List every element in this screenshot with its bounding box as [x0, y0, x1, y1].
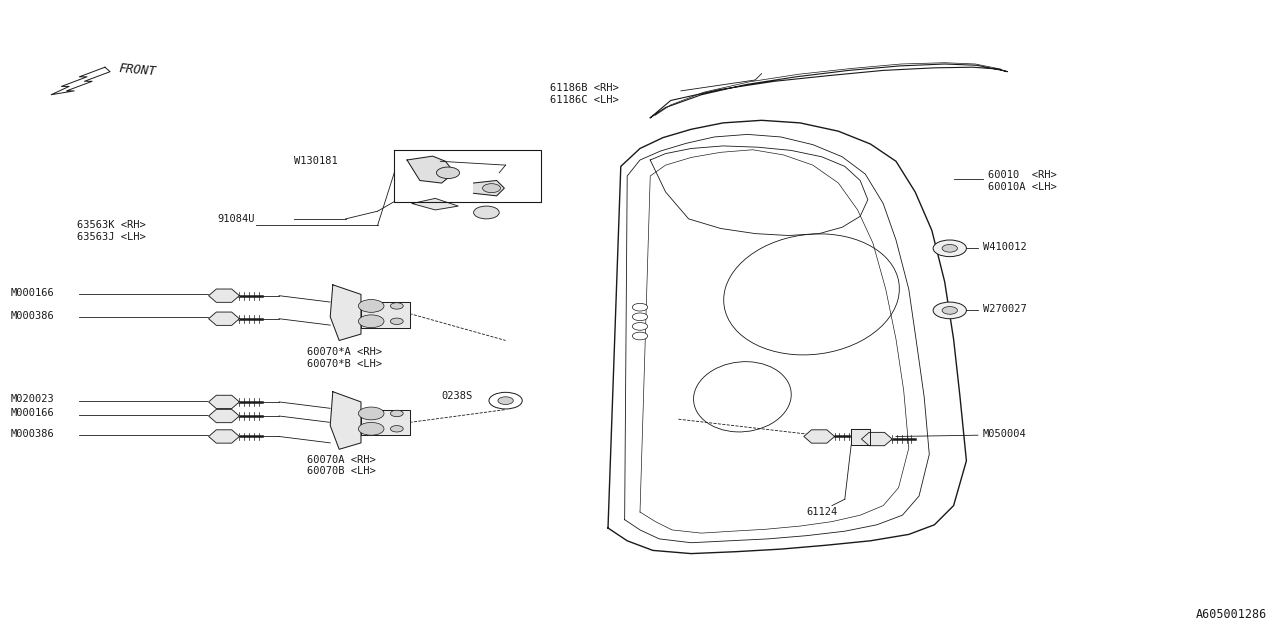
Text: W130181: W130181	[294, 156, 338, 166]
Text: W410012: W410012	[983, 242, 1027, 252]
Polygon shape	[474, 180, 504, 196]
Text: M000386: M000386	[10, 311, 54, 321]
Polygon shape	[209, 289, 239, 302]
Circle shape	[632, 303, 648, 311]
Polygon shape	[209, 410, 239, 422]
Text: A605001286: A605001286	[1196, 608, 1267, 621]
Circle shape	[390, 318, 403, 324]
Text: 61124: 61124	[806, 507, 837, 517]
Circle shape	[358, 422, 384, 435]
Polygon shape	[51, 67, 110, 95]
Text: 60070*B <LH>: 60070*B <LH>	[307, 358, 383, 369]
Circle shape	[632, 323, 648, 330]
Circle shape	[390, 303, 403, 309]
Circle shape	[358, 315, 384, 328]
Text: 60010A <LH>: 60010A <LH>	[988, 182, 1057, 192]
Text: W270027: W270027	[983, 304, 1027, 314]
Polygon shape	[361, 302, 410, 328]
Circle shape	[489, 392, 522, 409]
Circle shape	[483, 184, 500, 193]
Polygon shape	[861, 433, 892, 445]
Polygon shape	[209, 396, 239, 408]
Text: 63563J <LH>: 63563J <LH>	[77, 232, 146, 242]
Text: M020023: M020023	[10, 394, 54, 404]
Circle shape	[632, 313, 648, 321]
Text: M000386: M000386	[10, 429, 54, 439]
Polygon shape	[209, 312, 239, 325]
Circle shape	[436, 167, 460, 179]
Polygon shape	[804, 430, 835, 443]
Circle shape	[933, 302, 966, 319]
Polygon shape	[650, 64, 1007, 118]
Text: FRONT: FRONT	[118, 62, 156, 79]
Text: 60070*A <RH>: 60070*A <RH>	[307, 347, 383, 357]
Circle shape	[942, 244, 957, 252]
Polygon shape	[330, 285, 361, 340]
Text: 60070B <LH>: 60070B <LH>	[307, 466, 376, 476]
Circle shape	[632, 332, 648, 340]
Polygon shape	[361, 410, 410, 435]
Text: 91084U: 91084U	[218, 214, 255, 224]
Circle shape	[933, 240, 966, 257]
Text: M050004: M050004	[983, 429, 1027, 439]
Polygon shape	[407, 156, 454, 183]
Circle shape	[942, 307, 957, 314]
Circle shape	[390, 426, 403, 432]
Circle shape	[498, 397, 513, 404]
Polygon shape	[330, 392, 361, 449]
Polygon shape	[851, 429, 870, 445]
Text: M000166: M000166	[10, 288, 54, 298]
Text: 61186B <RH>: 61186B <RH>	[550, 83, 620, 93]
Text: 60010  <RH>: 60010 <RH>	[988, 170, 1057, 180]
Circle shape	[358, 300, 384, 312]
Text: 63563K <RH>: 63563K <RH>	[77, 220, 146, 230]
Polygon shape	[412, 198, 458, 210]
Circle shape	[390, 410, 403, 417]
Text: 60070A <RH>: 60070A <RH>	[307, 454, 376, 465]
Circle shape	[474, 206, 499, 219]
Circle shape	[358, 407, 384, 420]
Polygon shape	[209, 430, 239, 443]
Text: M000166: M000166	[10, 408, 54, 419]
Text: 0238S: 0238S	[442, 390, 472, 401]
Text: 61186C <LH>: 61186C <LH>	[550, 95, 620, 105]
